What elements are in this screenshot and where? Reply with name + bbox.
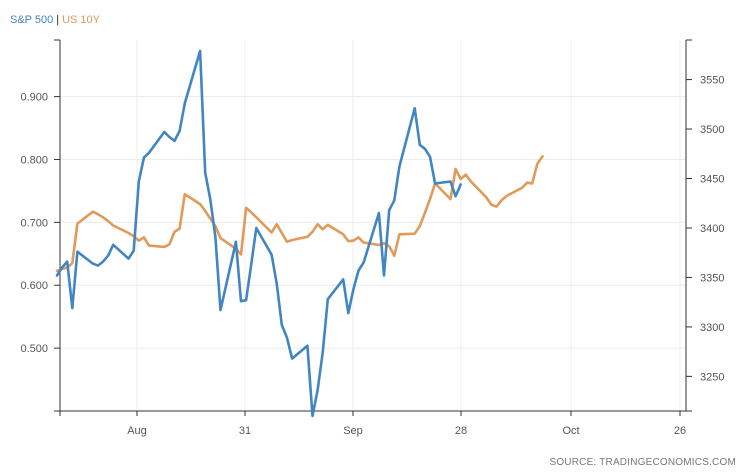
left-tick-label: 0.800 <box>20 154 48 166</box>
series-line-us-10y <box>55 155 544 273</box>
right-tick-label: 3450 <box>700 174 724 186</box>
x-tick-label: 31 <box>239 425 251 437</box>
source-credit: SOURCE: TRADINGECONOMICS.COM <box>549 457 736 468</box>
legend-separator: | <box>56 14 60 26</box>
x-tick-label: 28 <box>455 425 467 437</box>
right-tick-label: 3250 <box>700 371 724 383</box>
right-tick-label: 3300 <box>700 322 724 334</box>
axes <box>54 39 692 416</box>
x-tick-label: Aug <box>127 425 147 437</box>
x-tick-label: 26 <box>674 425 686 437</box>
chart-legend: S&P 500 | US 10Y <box>10 14 100 26</box>
legend-item-us10y[interactable]: US 10Y <box>62 14 101 26</box>
left-tick-label: 0.600 <box>20 280 48 292</box>
gridlines <box>60 40 686 411</box>
right-tick-label: 3500 <box>700 124 724 136</box>
x-tick-label: Sep <box>343 425 363 437</box>
legend-item-sp500[interactable]: S&P 500 <box>10 14 54 26</box>
left-tick-label: 0.500 <box>20 343 48 355</box>
right-tick-label: 3350 <box>700 272 724 284</box>
right-tick-label: 3550 <box>700 75 724 87</box>
x-tick-label: Oct <box>562 425 579 437</box>
series-line-s-p-500 <box>55 49 463 418</box>
right-tick-label: 3400 <box>700 223 724 235</box>
series-lines <box>55 49 544 418</box>
left-tick-label: 0.700 <box>20 217 48 229</box>
left-tick-label: 0.900 <box>20 92 48 104</box>
tick-labels: Aug 31 Sep 28 Oct 26 0.500 0.600 0.700 0.800 0.900… <box>20 75 724 437</box>
